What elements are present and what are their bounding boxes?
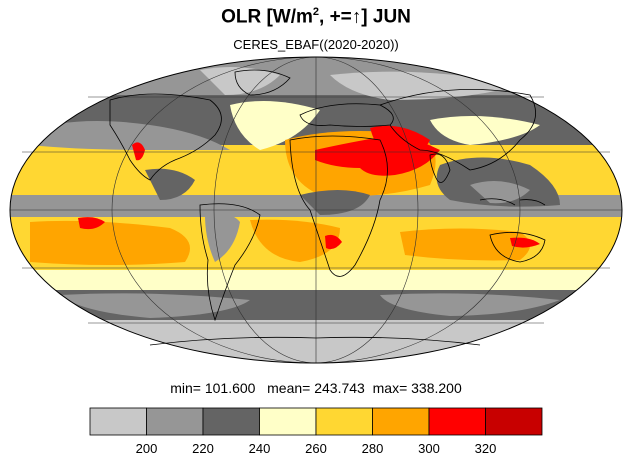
colorbar-tick-label: 200 <box>136 441 158 456</box>
title-superscript: 2 <box>312 6 320 18</box>
chart-subtitle: CERES_EBAF((2020-2020)) <box>233 37 399 52</box>
australia-red <box>510 237 540 248</box>
warm-pool-light <box>470 181 530 204</box>
greenland-patch <box>200 66 280 95</box>
greenland-coast <box>234 69 291 96</box>
india-coast <box>429 153 451 183</box>
south-indian-light <box>380 293 560 316</box>
mean-value: 243.743 <box>314 380 365 396</box>
colorbar-swatch <box>89 407 147 436</box>
eurasia-cream <box>430 116 540 145</box>
north-pacific-light-patch <box>30 121 230 150</box>
central-america-dark <box>145 168 195 200</box>
mexico-red <box>132 142 145 161</box>
north-america-coast <box>109 93 222 181</box>
colorbar-swatch <box>485 407 543 436</box>
coastlines <box>109 69 546 346</box>
colorbar-swatch <box>259 407 317 436</box>
australia-coast <box>489 232 546 263</box>
globe-outline <box>9 56 623 364</box>
south-pacific-red <box>78 217 105 230</box>
max-label: max= <box>372 380 408 396</box>
indonesia-coast <box>479 198 546 206</box>
colorbar-tick-label: 220 <box>192 441 214 456</box>
colorbar-swatch <box>372 407 430 436</box>
south-atlantic-orange <box>250 219 340 262</box>
title-suffix: , +=↑] JUN <box>319 6 411 28</box>
asia-coast <box>379 88 537 171</box>
south-america-gray <box>205 213 240 262</box>
colorbar-tick-label: 280 <box>362 441 384 456</box>
colorbar-swatch <box>146 407 204 436</box>
south-america-coast <box>199 203 261 322</box>
title-prefix: OLR [W/m <box>221 6 313 28</box>
antarctica-coast <box>149 336 481 346</box>
min-value: 101.600 <box>204 380 256 396</box>
min-label: min= <box>170 380 201 396</box>
colorbar-tick-label: 240 <box>249 441 271 456</box>
colorbar-tick-label: 300 <box>418 441 440 456</box>
africa-red <box>325 234 342 250</box>
arabia-red <box>370 125 430 168</box>
indian-ocean-orange <box>400 228 530 261</box>
colorbar-swatch <box>428 407 486 436</box>
colorbar-swatch <box>202 407 260 436</box>
chart-title: OLR [W/m2, +=↑] JUN <box>0 6 632 28</box>
colorbar-tick-label: 260 <box>305 441 327 456</box>
colorbar-tick-label: 320 <box>475 441 497 456</box>
stats-line: min= 101.600 mean= 243.743 max= 338.200 <box>0 380 632 396</box>
north-atlantic-cream <box>230 101 320 150</box>
south-pacific-orange <box>30 220 190 265</box>
africa-coast <box>289 135 388 277</box>
south-ocean-light <box>60 293 250 318</box>
colorbar-swatch <box>315 407 373 436</box>
mean-label: mean= <box>267 380 311 396</box>
max-value: 338.200 <box>411 380 462 396</box>
europe-coast <box>299 103 394 127</box>
central-africa-dark <box>300 190 370 215</box>
